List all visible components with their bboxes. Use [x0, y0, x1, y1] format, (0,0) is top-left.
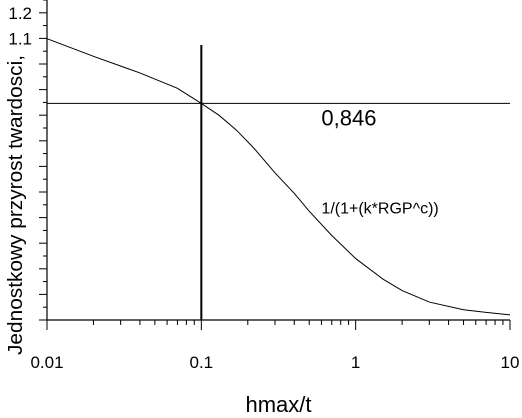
x-tick-label: 10 — [501, 353, 520, 372]
x-axis-title: hmax/t — [245, 392, 311, 417]
reference-value-label: 0,846 — [321, 105, 376, 130]
x-tick-label: 0.01 — [30, 353, 63, 372]
x-tick-label: 0.1 — [190, 353, 214, 372]
labels-layer: 0.01 0.1 1 10 1.1 1.2 1/(1+(k*RGP^c)) 0,846 hmax… — [5, 4, 519, 417]
axes — [39, 0, 511, 330]
series-layer — [46, 38, 511, 316]
reference-lines — [47, 45, 510, 320]
y-tick-label: 1.2 — [8, 4, 32, 23]
series-line — [46, 38, 511, 316]
y-axis-title: Jednostkowy przyrost twardosci, — [5, 55, 27, 355]
y-tick-label: 1.1 — [8, 29, 32, 48]
series-label: 1/(1+(k*RGP^c)) — [321, 200, 438, 217]
x-tick-label: 1 — [351, 353, 360, 372]
